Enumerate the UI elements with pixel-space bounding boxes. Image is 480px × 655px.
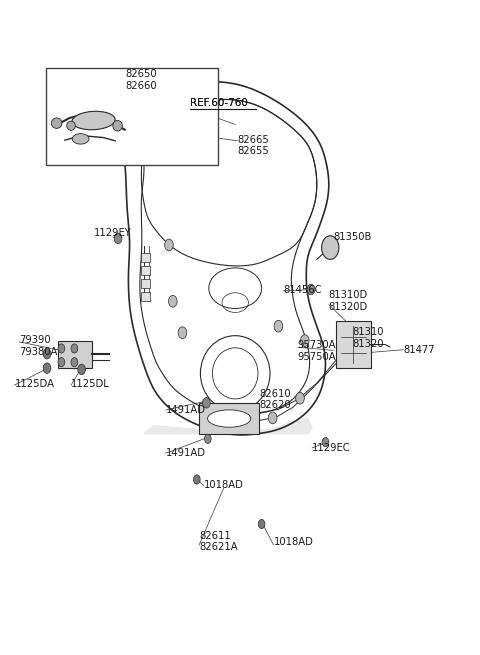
Text: 81350B: 81350B [334, 232, 372, 242]
Circle shape [43, 363, 51, 373]
Text: 81310D
81320D: 81310D 81320D [329, 291, 368, 312]
Text: 1491AD: 1491AD [166, 405, 205, 415]
Ellipse shape [72, 111, 115, 130]
Bar [336, 321, 371, 368]
Circle shape [43, 348, 51, 359]
Bar [199, 403, 259, 434]
Text: 82611
82621A: 82611 82621A [199, 531, 238, 552]
Polygon shape [144, 418, 312, 434]
Text: 79390
79380A: 79390 79380A [19, 335, 58, 356]
Text: 82650
82660: 82650 82660 [126, 69, 157, 90]
Circle shape [322, 438, 329, 447]
Circle shape [296, 392, 304, 404]
Text: 1129EY: 1129EY [94, 227, 132, 238]
Ellipse shape [51, 118, 62, 128]
Circle shape [165, 239, 173, 251]
Text: 81310
81320: 81310 81320 [353, 328, 384, 348]
Circle shape [203, 398, 210, 408]
Text: 82665
82655: 82665 82655 [238, 135, 269, 156]
Circle shape [307, 284, 315, 295]
Circle shape [268, 412, 277, 424]
Circle shape [58, 344, 65, 353]
Text: 1125DL: 1125DL [71, 379, 110, 390]
Circle shape [71, 358, 78, 367]
Bar [58, 341, 92, 368]
Bar [141, 292, 150, 301]
Circle shape [274, 320, 283, 332]
Text: REF.60-760: REF.60-760 [190, 98, 248, 109]
Ellipse shape [67, 121, 75, 130]
Text: 1491AD: 1491AD [166, 448, 205, 458]
Text: 81456C: 81456C [283, 284, 322, 295]
Text: 1018AD: 1018AD [204, 479, 244, 490]
Circle shape [178, 327, 187, 339]
Bar [46, 68, 218, 165]
Text: REF.60-760: REF.60-760 [190, 98, 248, 109]
Text: 1018AD: 1018AD [274, 536, 313, 547]
Circle shape [58, 358, 65, 367]
Circle shape [71, 344, 78, 353]
Circle shape [258, 519, 265, 529]
Circle shape [114, 233, 122, 244]
Circle shape [193, 475, 200, 484]
Ellipse shape [207, 410, 251, 427]
Circle shape [168, 295, 177, 307]
Bar [141, 253, 150, 262]
Circle shape [204, 434, 211, 443]
Bar [141, 279, 150, 288]
Text: 1125DA: 1125DA [14, 379, 54, 390]
Circle shape [322, 236, 339, 259]
Bar [141, 266, 150, 275]
Ellipse shape [72, 134, 89, 144]
Ellipse shape [113, 121, 122, 131]
Text: 1129EC: 1129EC [312, 443, 350, 453]
Circle shape [300, 335, 309, 346]
Text: 82610
82620: 82610 82620 [259, 389, 291, 410]
Text: 95730A
95750A: 95730A 95750A [298, 341, 336, 362]
Circle shape [78, 364, 85, 375]
Text: 81477: 81477 [403, 345, 435, 355]
